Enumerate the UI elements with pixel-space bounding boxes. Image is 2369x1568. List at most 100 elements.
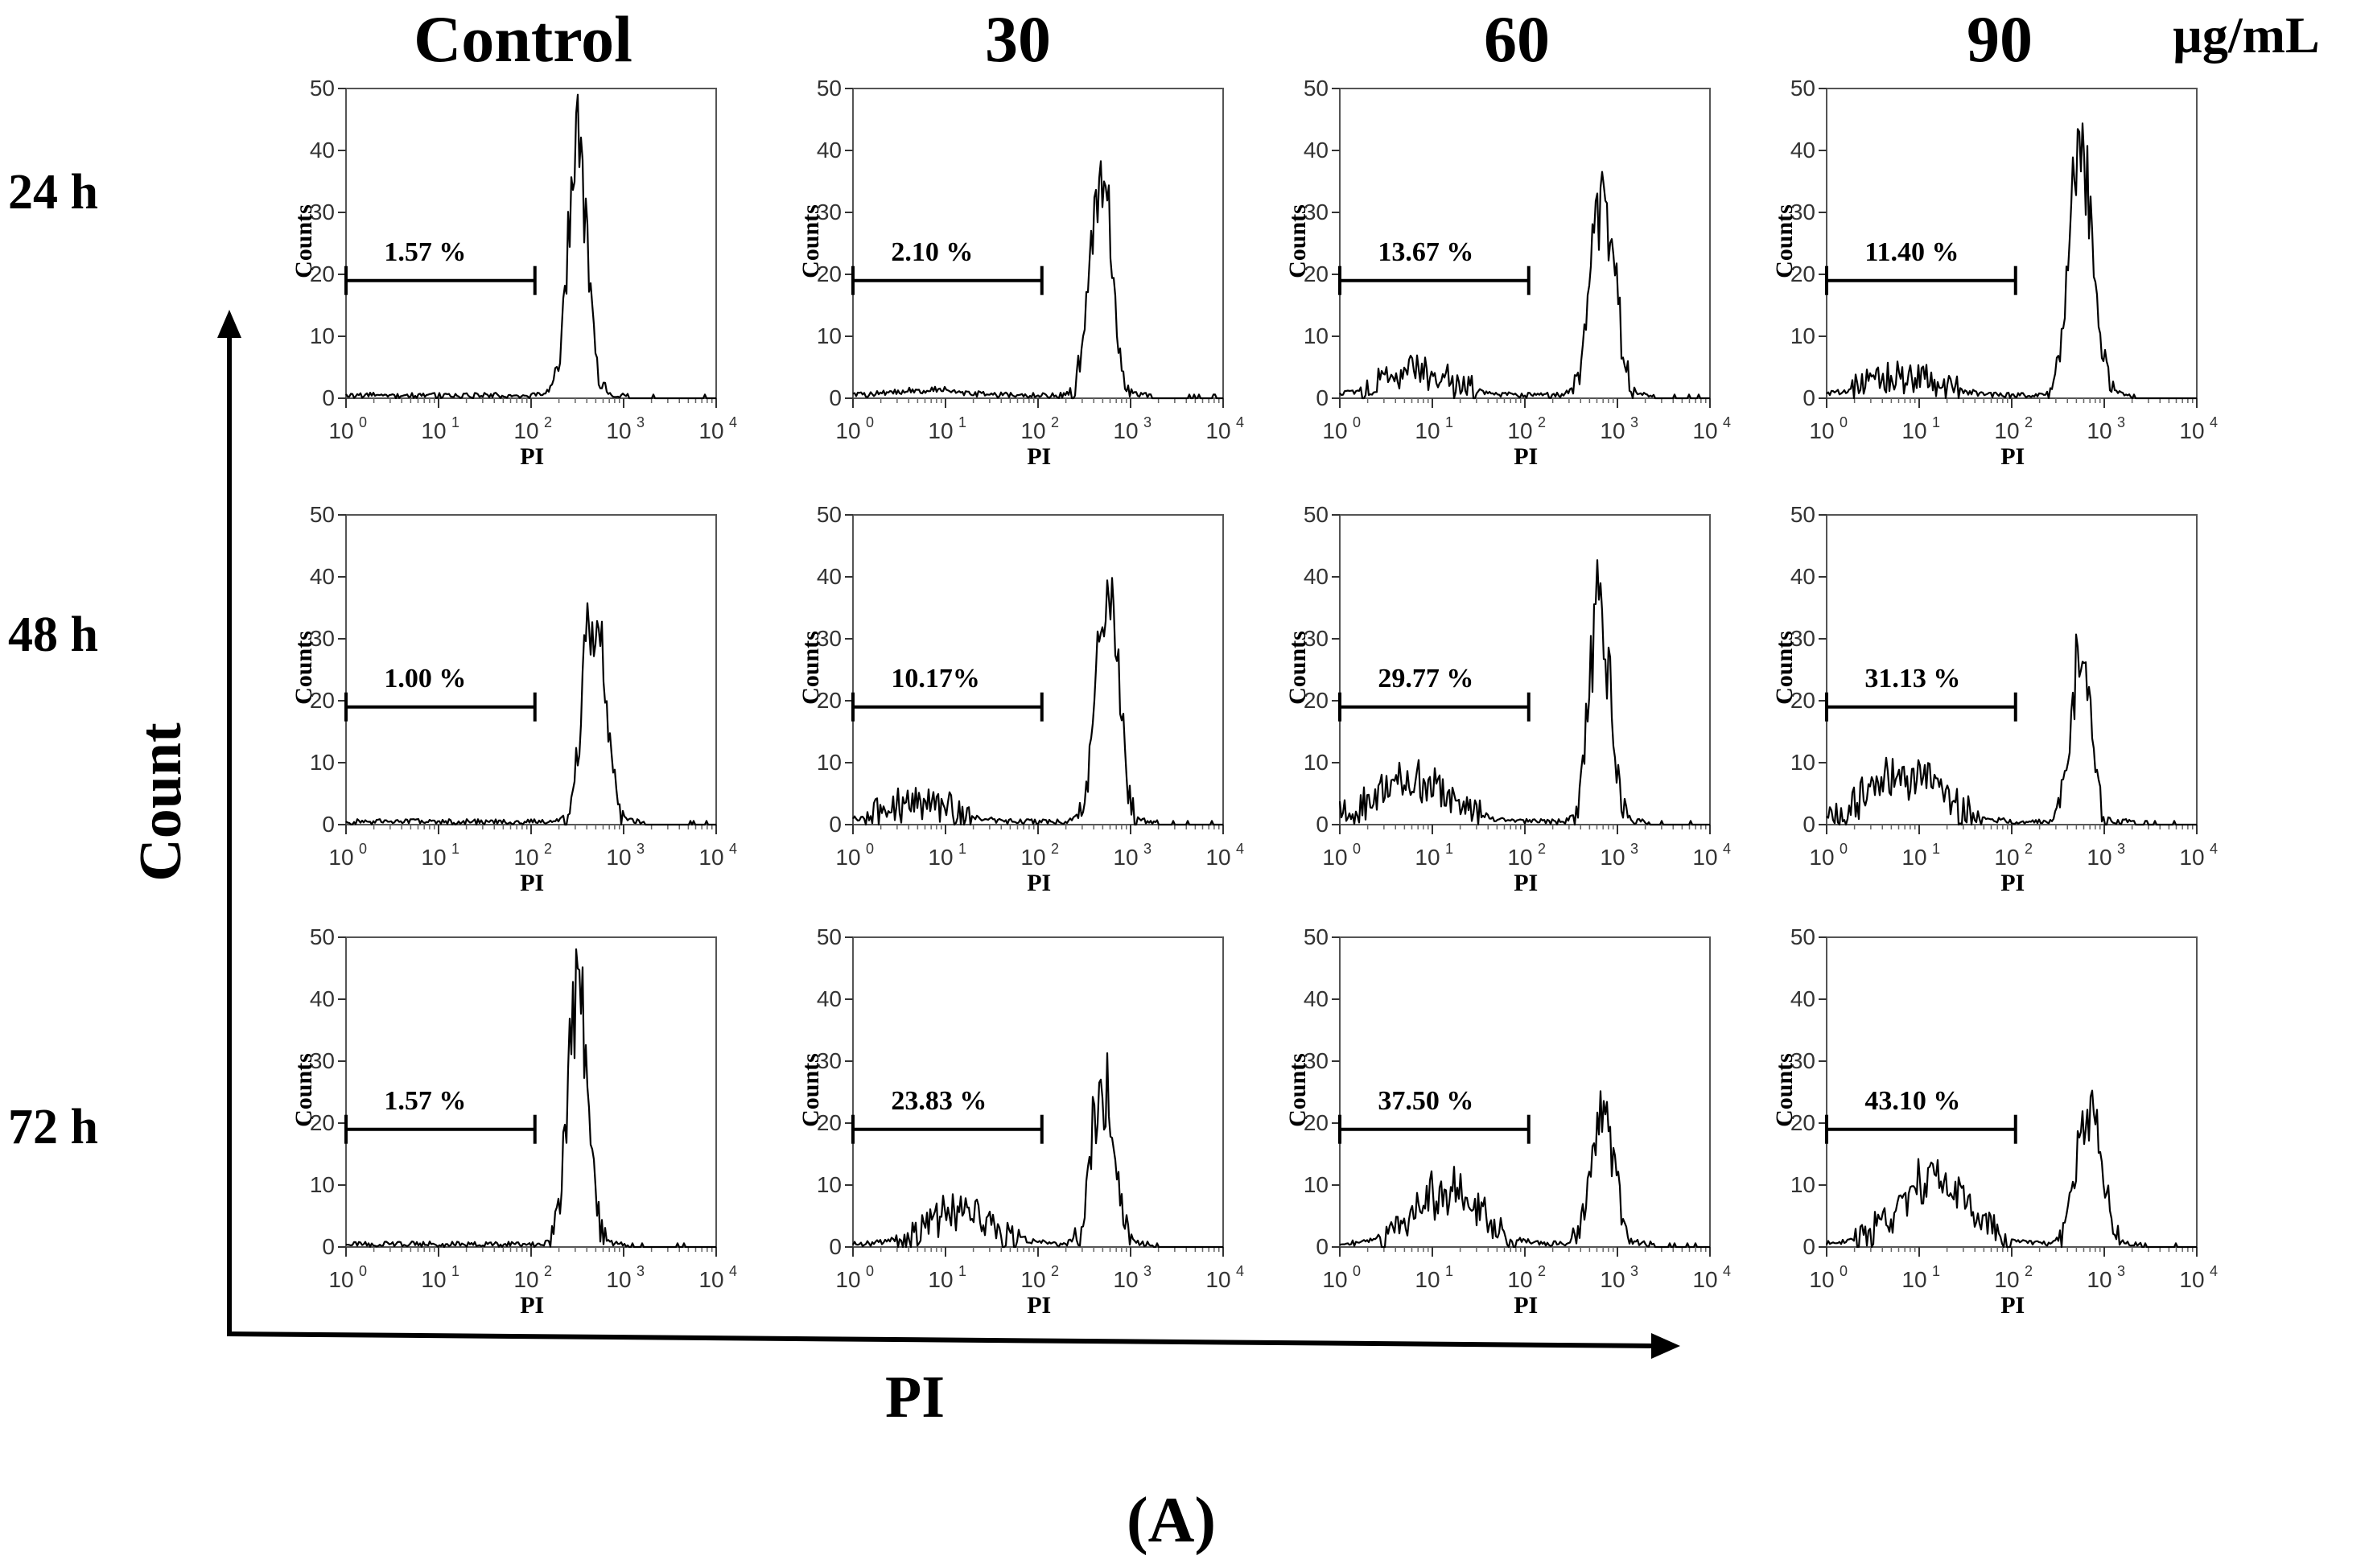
plot-frame (345, 514, 717, 825)
sub-g1-percent-label: 2.10 % (891, 237, 974, 267)
big-y-axis-label: Count (128, 722, 194, 882)
sub-g1-percent-label: 23.83 % (891, 1085, 987, 1116)
sub-g1-percent-label: 10.17% (891, 663, 980, 693)
x-tick-label: 10 (1994, 845, 2019, 870)
x-tick-label: 10 (1020, 845, 1045, 870)
y-axis-label: Counts (797, 1052, 824, 1127)
histogram-trace (1826, 633, 2197, 826)
x-tick-label: 10 (1507, 418, 1532, 443)
x-tick-label: 10 (513, 845, 538, 870)
histogram-svg: 0 10 20 30 40 50 10 0 10 1 10 2 10 3 10 4 (1304, 76, 1731, 443)
y-tick-label: 10 (817, 323, 842, 348)
x-tick-label: 10 (606, 845, 631, 870)
y-tick-label: 40 (817, 564, 842, 589)
x-tick-label: 10 (1692, 845, 1717, 870)
x-tick-exponent: 0 (1353, 841, 1361, 857)
y-tick-label: 20 (1304, 1110, 1329, 1135)
x-tick-exponent: 0 (866, 841, 874, 857)
x-axis-label: PI (2000, 870, 2025, 896)
y-tick-label: 30 (817, 200, 842, 224)
plot-frame (345, 936, 717, 1248)
x-tick-exponent: 1 (451, 841, 459, 857)
sub-g1-percent-label: 29.77 % (1378, 663, 1474, 693)
x-tick-exponent: 1 (1932, 414, 1940, 430)
x-tick-label: 10 (928, 845, 953, 870)
x-tick-label: 10 (513, 418, 538, 443)
x-tick-exponent: 3 (1630, 841, 1638, 857)
x-tick-label: 10 (1994, 418, 2019, 443)
x-tick-label: 10 (2087, 1267, 2112, 1292)
y-tick-label: 20 (1790, 261, 1815, 286)
x-tick-exponent: 0 (359, 1263, 367, 1279)
row-label-48h: 48 h (8, 607, 98, 662)
histogram-trace (345, 93, 716, 400)
y-tick-label: 10 (1304, 323, 1329, 348)
x-tick-label: 10 (1020, 418, 1045, 443)
x-tick-exponent: 0 (866, 1263, 874, 1279)
y-tick-label: 40 (1790, 564, 1815, 589)
x-axis-label: PI (520, 870, 545, 896)
y-tick-label: 50 (817, 76, 842, 101)
y-tick-label: 10 (310, 750, 335, 775)
x-tick-exponent: 3 (1143, 1263, 1152, 1279)
y-tick-label: 50 (1790, 502, 1815, 527)
y-axis-label: Counts (797, 204, 824, 278)
y-tick-label: 10 (817, 1172, 842, 1197)
histogram-panel: 0 10 20 30 40 50 10 0 10 1 10 2 10 3 10 4 Counts PI 43.10 … (1746, 924, 2369, 1335)
y-tick-label: 0 (829, 1234, 842, 1259)
x-axis-label: PI (520, 1292, 545, 1319)
histogram-trace (1339, 1090, 1710, 1249)
x-tick-exponent: 0 (359, 414, 367, 430)
x-tick-exponent: 2 (2025, 414, 2033, 430)
y-tick-label: 20 (310, 261, 335, 286)
x-tick-label: 10 (1507, 845, 1532, 870)
x-tick-label: 10 (1600, 1267, 1625, 1292)
y-tick-label: 0 (829, 385, 842, 410)
y-axis-label: Counts (1771, 1052, 1798, 1127)
x-tick-exponent: 2 (1051, 841, 1059, 857)
x-tick-exponent: 2 (1051, 1263, 1059, 1279)
histogram-panel: 0 10 20 30 40 50 10 0 10 1 10 2 10 3 10 4 Counts PI 37.50 … (1259, 924, 1903, 1335)
x-tick-exponent: 1 (958, 414, 966, 430)
x-axis-label: PI (1514, 870, 1539, 896)
x-tick-exponent: 4 (729, 1263, 737, 1279)
x-tick-exponent: 3 (2117, 1263, 2125, 1279)
histogram-svg: 0 10 20 30 40 50 10 0 10 1 10 2 10 3 10 4 (310, 924, 737, 1292)
x-tick-label: 10 (1020, 1267, 1045, 1292)
plot-frame (1339, 936, 1711, 1248)
histogram-trace (345, 602, 716, 826)
x-tick-exponent: 3 (637, 414, 645, 430)
x-tick-label: 10 (2087, 845, 2112, 870)
y-tick-label: 20 (1790, 688, 1815, 713)
x-tick-exponent: 4 (1236, 841, 1244, 857)
x-tick-exponent: 1 (1445, 841, 1453, 857)
big-y-axis-arrowhead (217, 310, 241, 338)
x-tick-label: 10 (1507, 1267, 1532, 1292)
y-tick-label: 40 (310, 564, 335, 589)
x-tick-exponent: 0 (866, 414, 874, 430)
y-tick-label: 30 (1790, 200, 1815, 224)
x-tick-label: 10 (698, 1267, 723, 1292)
x-tick-label: 10 (606, 1267, 631, 1292)
histogram-svg: 0 10 20 30 40 50 10 0 10 1 10 2 10 3 10 4 (1790, 76, 2218, 443)
x-axis-label: PI (1027, 443, 1052, 470)
x-tick-exponent: 4 (1723, 414, 1731, 430)
x-tick-exponent: 0 (1353, 1263, 1361, 1279)
plot-frame (1826, 88, 2198, 399)
y-axis-label: Counts (290, 204, 317, 278)
x-tick-label: 10 (1600, 845, 1625, 870)
y-tick-label: 30 (310, 200, 335, 224)
unit-label: µg/mL (2173, 6, 2320, 64)
x-tick-label: 10 (1994, 1267, 2019, 1292)
y-tick-label: 10 (1790, 323, 1815, 348)
x-tick-exponent: 4 (2210, 414, 2218, 430)
row-label-24h: 24 h (8, 165, 98, 220)
x-tick-exponent: 1 (1445, 1263, 1453, 1279)
y-tick-label: 20 (817, 1110, 842, 1135)
x-tick-exponent: 4 (729, 414, 737, 430)
column-header-90: 90 (1967, 2, 2033, 76)
y-tick-label: 50 (310, 502, 335, 527)
x-tick-label: 10 (835, 418, 860, 443)
x-tick-exponent: 1 (1932, 1263, 1940, 1279)
